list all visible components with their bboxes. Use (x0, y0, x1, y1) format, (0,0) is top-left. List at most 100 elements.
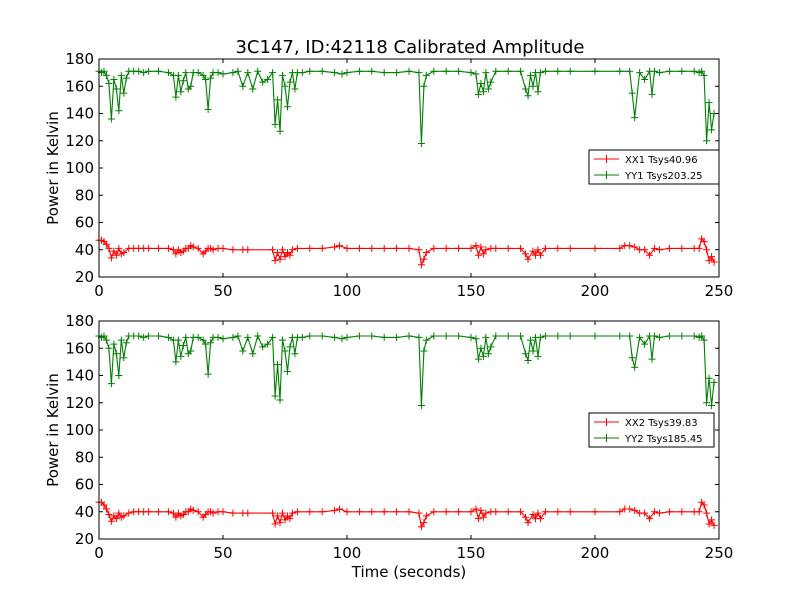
data-point (474, 515, 482, 523)
data-point (648, 90, 656, 98)
data-point (249, 85, 257, 93)
data-point (189, 243, 197, 251)
data-point (442, 67, 450, 75)
data-point (631, 506, 639, 514)
data-point (626, 332, 634, 340)
data-point (703, 246, 711, 254)
data-point (534, 509, 542, 517)
data-point (484, 85, 492, 93)
data-point (591, 508, 599, 516)
data-point (636, 333, 644, 341)
data-point (417, 401, 425, 409)
data-point (204, 370, 212, 378)
data-point (591, 67, 599, 75)
data-point (107, 517, 115, 525)
data-point (318, 244, 326, 252)
data-point (442, 508, 450, 516)
data-point (631, 243, 639, 251)
data-point (430, 332, 438, 340)
data-point (708, 516, 716, 524)
data-point (415, 246, 423, 254)
data-point (214, 69, 222, 77)
data-point (442, 332, 450, 340)
y-tick-label: 40 (75, 503, 94, 521)
data-point (455, 508, 463, 516)
legend-swatch (594, 418, 619, 426)
data-point (234, 332, 242, 340)
data-point (298, 69, 306, 77)
data-point (115, 372, 123, 379)
data-point (482, 509, 490, 517)
data-point (207, 74, 215, 82)
data-point (566, 244, 574, 252)
data-point (244, 246, 252, 254)
data-point (477, 506, 485, 514)
data-point (189, 506, 197, 514)
data-point (281, 516, 289, 524)
data-point (442, 244, 450, 252)
data-point (690, 67, 698, 75)
data-point (281, 347, 289, 355)
data-point (264, 75, 272, 83)
data-point (115, 107, 123, 115)
data-point (628, 354, 636, 362)
data-point (380, 508, 388, 516)
data-point (194, 244, 202, 252)
y-axis-label: Power in Kelvin (44, 111, 62, 225)
data-point (283, 103, 291, 111)
data-point (566, 67, 574, 75)
data-point (135, 67, 143, 75)
data-point (472, 505, 480, 513)
data-point (259, 78, 267, 86)
data-point (194, 69, 202, 77)
x-tick-label: 0 (94, 544, 104, 562)
data-point (182, 69, 190, 77)
data-point (477, 80, 485, 88)
data-point (420, 519, 428, 527)
data-point (125, 509, 133, 517)
data-point (504, 67, 512, 75)
data-point (219, 335, 227, 343)
data-point (420, 347, 428, 355)
data-point (229, 333, 237, 341)
data-point (164, 333, 172, 341)
data-point (703, 137, 711, 145)
y-tick-label: 80 (75, 186, 94, 204)
data-point (140, 333, 148, 341)
data-point (479, 352, 487, 360)
data-point (122, 74, 130, 82)
data-point (479, 88, 487, 96)
data-point (665, 67, 673, 75)
data-point (338, 335, 346, 343)
data-point (482, 246, 490, 254)
data-point (700, 501, 708, 509)
data-point (112, 350, 120, 358)
data-point (209, 509, 217, 517)
y-tick-label: 60 (75, 214, 94, 232)
x-tick-label: 0 (94, 282, 104, 300)
data-point (199, 336, 207, 344)
data-point (482, 333, 490, 341)
data-point (492, 332, 500, 340)
data-point (343, 333, 351, 341)
data-point (455, 244, 463, 252)
data-point (705, 99, 713, 107)
data-point (522, 350, 530, 358)
data-point (554, 332, 562, 340)
data-point (331, 243, 339, 251)
data-point (164, 244, 172, 252)
data-point (703, 399, 711, 407)
data-point (291, 85, 299, 93)
data-point (276, 127, 284, 135)
data-point (524, 519, 532, 527)
data-point (492, 67, 500, 75)
data-point (554, 508, 562, 516)
data-point (417, 261, 425, 269)
x-tick-label: 150 (457, 544, 486, 562)
data-point (616, 67, 624, 75)
data-point (306, 244, 314, 252)
data-point (100, 332, 108, 340)
data-point (368, 244, 376, 252)
data-point (665, 332, 673, 340)
